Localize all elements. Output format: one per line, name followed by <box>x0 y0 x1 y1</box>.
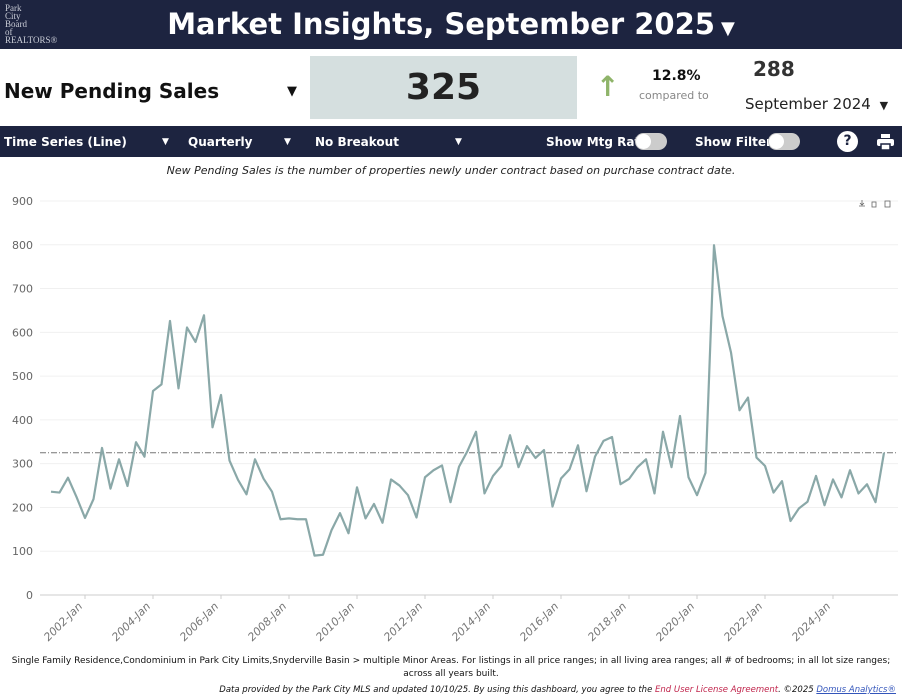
x-tick-label: 2022-Jan <box>721 600 765 644</box>
logo-text: Board <box>5 19 27 29</box>
y-tick-label: 400 <box>12 414 33 427</box>
footer-text: Data provided by the Park City MLS and u… <box>219 685 656 695</box>
metric-description: New Pending Sales is the number of prope… <box>166 164 736 177</box>
caret-down-icon[interactable]: ▼ <box>162 137 169 147</box>
prior-period-select[interactable]: September 2024 ▼ <box>745 95 888 113</box>
x-tick-label: 2006-Jan <box>177 600 221 644</box>
x-tick-label: 2010-Jan <box>313 600 357 644</box>
logo-text: Park <box>5 3 22 13</box>
y-tick-label: 500 <box>12 370 33 383</box>
chart-type-select[interactable]: Time Series (Line) <box>4 135 127 149</box>
help-icon[interactable]: ? <box>837 131 858 152</box>
x-tick-label: 2012-Jan <box>381 600 425 644</box>
series-line <box>50 244 886 557</box>
x-tick-label: 2016-Jan <box>517 600 561 644</box>
interval-select[interactable]: Quarterly <box>188 135 253 149</box>
metric-select[interactable]: New Pending Sales <box>4 79 220 103</box>
x-tick-label: 2018-Jan <box>585 600 629 644</box>
mtg-rate-label: Show Mtg Rate: <box>546 135 654 149</box>
y-tick-label: 300 <box>12 458 33 471</box>
y-tick-label: 900 <box>12 195 33 208</box>
toolbar: Time Series (Line) ▼ Quarterly ▼ No Brea… <box>0 126 902 157</box>
footer: Data provided by the Park City MLS and u… <box>219 685 896 695</box>
copyright-text: . ©2025 <box>778 685 817 695</box>
filters-toggle[interactable] <box>768 133 800 150</box>
caret-down-icon[interactable]: ▼ <box>287 84 297 99</box>
header-bar: Park City Board of REALTORS® Market Insi… <box>0 0 902 49</box>
x-tick-label: 2024-Jan <box>789 600 833 644</box>
export-icon[interactable] <box>884 200 891 208</box>
x-tick-label: 2014-Jan <box>449 600 493 644</box>
domus-link[interactable]: Domus Analytics® <box>816 685 896 695</box>
page-title[interactable]: Market Insights, September 2025 ▼ <box>0 7 902 41</box>
y-tick-label: 200 <box>12 501 33 514</box>
caret-down-icon: ▼ <box>720 18 735 39</box>
line-chart: 0 100 200 300 400 500 600 700 800 900 2002-Jan 2004… <box>12 195 898 644</box>
current-value: 325 <box>310 56 577 119</box>
filter-summary: Single Family Residence,Condominium in P… <box>11 656 891 679</box>
y-tick-label: 600 <box>12 326 33 339</box>
x-tick-label: 2004-Jan <box>109 600 153 644</box>
logo-text: City <box>5 11 21 21</box>
logo: Park City Board of REALTORS® <box>5 3 58 45</box>
mtg-rate-toggle[interactable] <box>635 133 667 150</box>
eula-link[interactable]: End User License Agreement <box>655 685 779 695</box>
arrow-up-icon: ↑ <box>596 70 620 103</box>
print-icon[interactable] <box>877 134 894 150</box>
x-tick-label: 2008-Jan <box>245 600 289 644</box>
logo-text: REALTORS® <box>5 35 58 45</box>
compared-label: compared to <box>639 89 709 102</box>
caret-down-icon: ▼ <box>879 99 889 112</box>
y-tick-label: 100 <box>12 545 33 558</box>
y-tick-label: 0 <box>26 589 33 602</box>
chart-export-icons <box>859 200 891 208</box>
y-tick-label: 700 <box>12 283 33 296</box>
x-tick-label: 2002-Jan <box>41 600 85 644</box>
logo-text: of <box>5 27 13 37</box>
prior-period-label: September 2024 <box>745 95 871 113</box>
x-tick-label: 2020-Jan <box>653 600 697 644</box>
download-icon[interactable] <box>859 200 865 207</box>
copy-icon[interactable] <box>871 201 877 208</box>
change-percent: 12.8% <box>652 68 701 84</box>
y-tick-label: 800 <box>12 239 33 252</box>
caret-down-icon[interactable]: ▼ <box>455 137 462 147</box>
prior-value: 288 <box>753 57 795 81</box>
caret-down-icon[interactable]: ▼ <box>284 137 291 147</box>
title-text: Market Insights, September 2025 <box>167 7 715 41</box>
filters-label: Show Filters: <box>695 135 784 149</box>
breakout-select[interactable]: No Breakout <box>315 135 399 149</box>
